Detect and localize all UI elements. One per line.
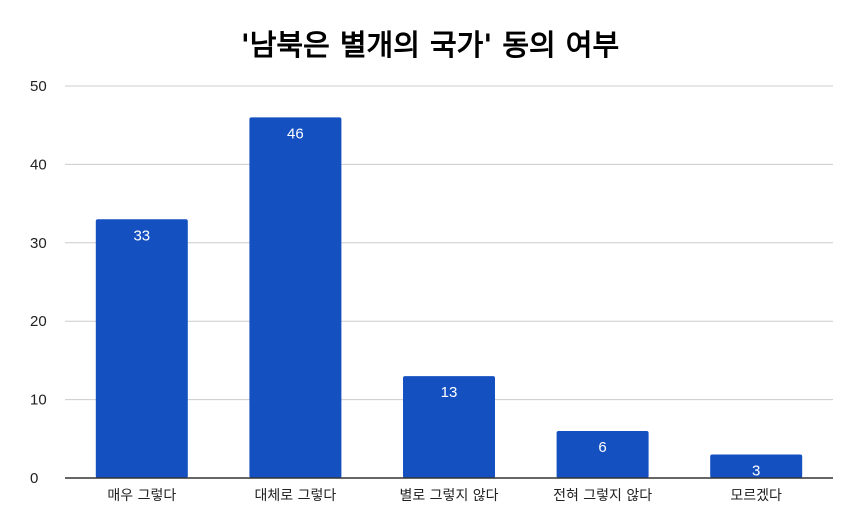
x-category-label: 전혀 그렇지 않다 [553,488,652,504]
bar-value-label: 3 [752,462,760,479]
bar-value-label: 33 [133,227,150,244]
x-category-label: 대체로 그렇다 [255,488,337,504]
y-tick-label: 30 [30,235,47,252]
bar [249,117,342,479]
y-tick-label: 20 [30,313,47,330]
y-tick-label: 10 [30,392,47,409]
x-category-label: 모르겠다 [730,488,782,504]
bar-value-label: 6 [598,439,606,456]
y-tick-label: 0 [30,470,38,487]
y-tick-label: 40 [30,156,47,173]
bar-value-label: 46 [287,125,304,142]
chart-title: '남북은 별개의 국가' 동의 여부 [240,28,620,62]
y-tick-label: 50 [30,78,47,95]
bar [556,430,649,478]
bar [403,376,495,478]
x-category-label: 별로 그렇지 않다 [399,488,498,504]
bar-value-label: 13 [441,384,458,401]
bar [95,219,188,478]
x-category-label: 매우 그렇다 [107,488,176,504]
bar [710,454,803,478]
